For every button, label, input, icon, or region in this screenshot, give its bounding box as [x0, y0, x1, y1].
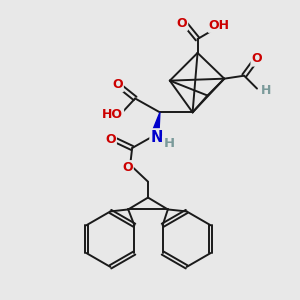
Polygon shape [151, 112, 160, 136]
Text: H: H [163, 136, 174, 150]
Text: OH: OH [209, 19, 230, 32]
Text: O: O [252, 52, 262, 65]
Text: O: O [122, 161, 133, 174]
Text: H: H [261, 84, 271, 97]
Text: O: O [105, 133, 116, 146]
Text: N: N [151, 130, 163, 145]
Text: O: O [112, 78, 123, 91]
Text: O: O [176, 17, 187, 30]
Text: HO: HO [102, 108, 123, 121]
